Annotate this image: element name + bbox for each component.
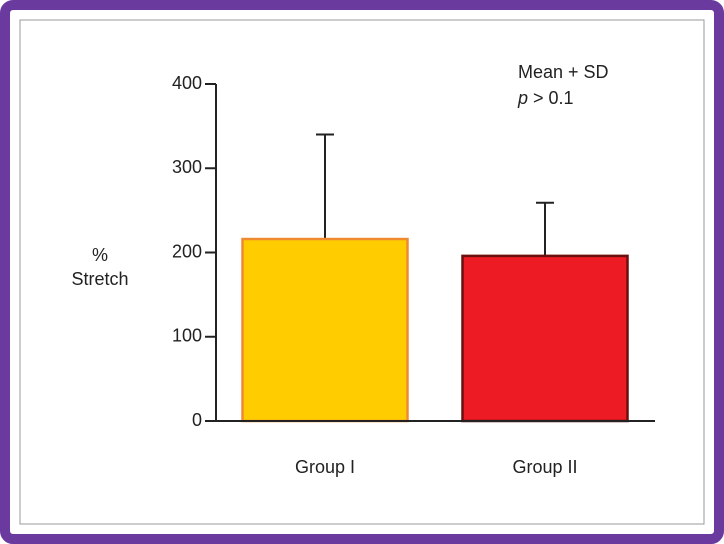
y-tick-label: 200 xyxy=(172,241,202,261)
x-tick-label: Group II xyxy=(512,457,577,477)
y-axis-label: % xyxy=(92,245,108,265)
annotation: Mean + SD xyxy=(518,62,609,82)
y-tick-label: 300 xyxy=(172,157,202,177)
y-tick-label: 100 xyxy=(172,326,202,346)
inner-frame xyxy=(19,19,705,525)
x-tick-label: Group I xyxy=(295,457,355,477)
bar xyxy=(241,237,409,423)
y-tick-label: 0 xyxy=(192,410,202,430)
annotation-part: > 0.1 xyxy=(533,88,574,108)
bar xyxy=(461,254,629,423)
annotation-part: p xyxy=(517,88,528,108)
y-axis-label: Stretch xyxy=(71,269,128,289)
y-tick-label: 400 xyxy=(172,73,202,93)
annotation: p > 0.1 xyxy=(517,88,574,108)
